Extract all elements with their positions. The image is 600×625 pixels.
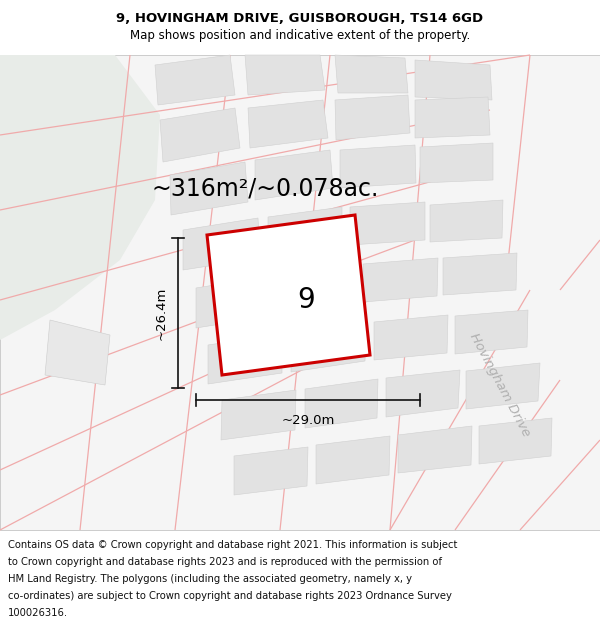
Text: Contains OS data © Crown copyright and database right 2021. This information is : Contains OS data © Crown copyright and d… (8, 540, 457, 550)
Polygon shape (335, 55, 408, 93)
Polygon shape (245, 55, 325, 95)
Text: 100026316.: 100026316. (8, 608, 68, 618)
Polygon shape (415, 97, 490, 138)
Text: ~29.0m: ~29.0m (281, 414, 335, 427)
Polygon shape (160, 108, 240, 162)
Polygon shape (374, 315, 448, 360)
Polygon shape (415, 60, 492, 100)
Text: 9, HOVINGHAM DRIVE, GUISBOROUGH, TS14 6GD: 9, HOVINGHAM DRIVE, GUISBOROUGH, TS14 6G… (116, 11, 484, 24)
Polygon shape (363, 258, 438, 302)
Polygon shape (350, 202, 425, 245)
Polygon shape (255, 150, 333, 200)
Text: co-ordinates) are subject to Crown copyright and database rights 2023 Ordnance S: co-ordinates) are subject to Crown copyr… (8, 591, 452, 601)
Polygon shape (268, 207, 342, 255)
Text: ~26.4m: ~26.4m (155, 286, 168, 340)
Polygon shape (196, 276, 271, 328)
Text: Hovingham Drive: Hovingham Drive (467, 331, 533, 439)
Polygon shape (335, 95, 410, 140)
Text: Map shows position and indicative extent of the property.: Map shows position and indicative extent… (130, 29, 470, 41)
Polygon shape (0, 55, 160, 340)
Polygon shape (398, 426, 472, 473)
Polygon shape (340, 145, 416, 188)
Polygon shape (45, 320, 110, 385)
Polygon shape (443, 253, 517, 295)
Polygon shape (466, 363, 540, 409)
Polygon shape (455, 310, 528, 354)
Polygon shape (248, 100, 328, 148)
Polygon shape (207, 215, 370, 375)
Polygon shape (155, 55, 235, 105)
Polygon shape (221, 390, 296, 440)
Polygon shape (170, 162, 248, 215)
Polygon shape (420, 143, 493, 183)
Bar (0, 55, 600, 530)
Text: to Crown copyright and database rights 2023 and is reproduced with the permissio: to Crown copyright and database rights 2… (8, 557, 442, 567)
Polygon shape (234, 447, 308, 495)
Polygon shape (305, 379, 378, 428)
Text: HM Land Registry. The polygons (including the associated geometry, namely x, y: HM Land Registry. The polygons (includin… (8, 574, 412, 584)
Polygon shape (208, 334, 282, 384)
Polygon shape (291, 323, 366, 372)
Polygon shape (316, 436, 390, 484)
Text: 9: 9 (298, 286, 316, 314)
Polygon shape (479, 418, 552, 464)
Polygon shape (430, 200, 503, 242)
Text: ~316m²/~0.078ac.: ~316m²/~0.078ac. (151, 176, 379, 200)
Polygon shape (280, 265, 355, 314)
Polygon shape (386, 370, 460, 417)
Polygon shape (183, 218, 260, 270)
